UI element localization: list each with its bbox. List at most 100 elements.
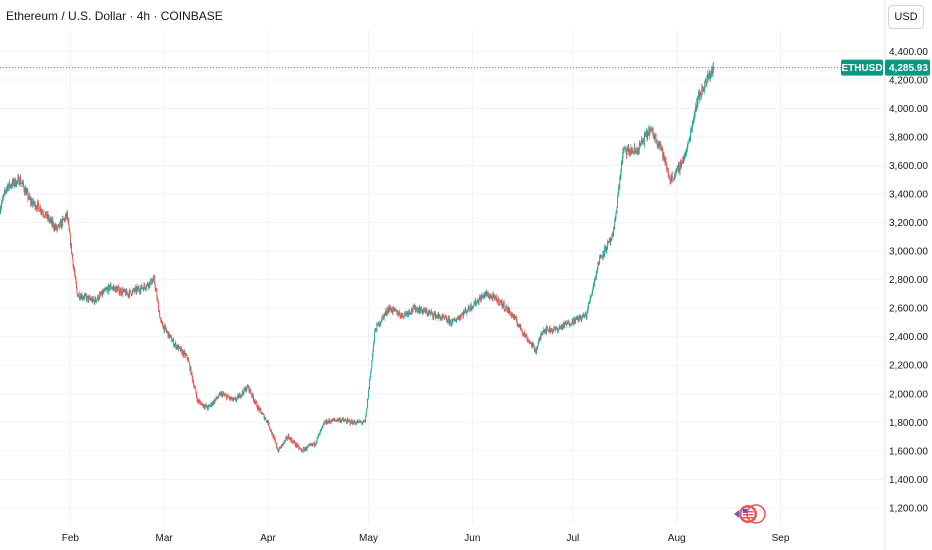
x-tick-label: Jul bbox=[566, 533, 579, 544]
candle-body bbox=[436, 315, 438, 317]
candle-body bbox=[573, 323, 575, 325]
currency-button[interactable]: USD bbox=[888, 5, 924, 29]
candle-body bbox=[556, 327, 558, 329]
candle-body bbox=[560, 326, 562, 328]
candle-body bbox=[38, 206, 40, 212]
candle-body bbox=[282, 444, 283, 446]
candle-body bbox=[518, 324, 520, 326]
candle-body bbox=[293, 441, 295, 443]
candle-body bbox=[236, 395, 238, 399]
candle-body bbox=[96, 299, 98, 302]
candle-body bbox=[653, 137, 655, 140]
candle-body bbox=[682, 157, 684, 164]
candle-body bbox=[598, 263, 600, 266]
candle-body bbox=[126, 293, 128, 295]
candle-body bbox=[88, 296, 90, 298]
candle-body bbox=[211, 404, 213, 406]
candle-body bbox=[620, 161, 622, 171]
candle-body bbox=[33, 203, 35, 205]
candle-body bbox=[77, 293, 79, 297]
y-tick-label: 4,200.00 bbox=[889, 75, 928, 86]
candle-body bbox=[416, 308, 417, 311]
time-axis[interactable]: Feb Mar Apr May Jun Jul Aug Sep bbox=[62, 533, 790, 544]
candle-body bbox=[268, 421, 270, 427]
candle-body bbox=[666, 169, 668, 171]
candle-body bbox=[227, 395, 229, 398]
candle-body bbox=[273, 436, 275, 439]
candle-body bbox=[372, 349, 374, 356]
candle-body bbox=[672, 176, 674, 180]
candle-body bbox=[197, 399, 199, 401]
candle-body bbox=[506, 306, 508, 312]
candle-body bbox=[28, 198, 29, 200]
candle-body bbox=[595, 277, 597, 280]
candle-body bbox=[657, 144, 659, 146]
candle-body bbox=[474, 303, 476, 305]
candle-body bbox=[256, 402, 258, 408]
candle-body bbox=[11, 186, 13, 187]
candle-body bbox=[601, 256, 603, 258]
candle-body bbox=[433, 313, 435, 318]
candle-body bbox=[161, 321, 163, 323]
candle-body bbox=[296, 446, 298, 448]
candle-body bbox=[653, 137, 655, 139]
candle-body bbox=[498, 297, 500, 304]
candle-body bbox=[71, 252, 73, 255]
candle-body bbox=[429, 311, 431, 314]
candle-body bbox=[117, 287, 119, 289]
candle-body bbox=[690, 130, 692, 138]
candle-body bbox=[594, 278, 596, 280]
candle-body bbox=[130, 290, 132, 293]
candle-body bbox=[561, 325, 563, 328]
candle-body bbox=[177, 345, 178, 349]
candle-body bbox=[31, 200, 33, 205]
candle-body bbox=[260, 408, 262, 412]
candle-body bbox=[584, 315, 586, 318]
candle-body bbox=[4, 190, 5, 194]
candle-body bbox=[23, 186, 25, 191]
candle-body bbox=[383, 314, 385, 319]
candle-body bbox=[516, 321, 518, 324]
candle-body bbox=[655, 134, 656, 136]
candle-body bbox=[519, 323, 521, 325]
candle-body bbox=[305, 447, 307, 450]
candle-body bbox=[147, 282, 149, 286]
candle-body bbox=[522, 331, 524, 334]
candle-body bbox=[16, 180, 18, 186]
event-flag-icon[interactable] bbox=[734, 504, 766, 524]
candle-body bbox=[6, 186, 8, 188]
candle-body bbox=[394, 308, 396, 310]
candle-body bbox=[566, 322, 568, 326]
candle-body bbox=[483, 295, 485, 298]
candle-body bbox=[699, 91, 701, 100]
candle-body bbox=[579, 315, 580, 320]
candle-body bbox=[272, 433, 273, 435]
candle-body bbox=[522, 333, 524, 335]
candle-body bbox=[407, 312, 409, 316]
price-axis[interactable]: 1,200.00 1,400.00 1,600.00 1,800.00 2,000.00… bbox=[889, 47, 928, 514]
candle-body bbox=[579, 315, 581, 318]
candle-body bbox=[512, 315, 514, 317]
candle-body bbox=[484, 291, 486, 293]
candle-body bbox=[533, 346, 535, 350]
candle-body bbox=[696, 98, 698, 109]
candle-body bbox=[155, 289, 157, 292]
candle-body bbox=[325, 419, 327, 423]
candle-body bbox=[417, 309, 419, 312]
candle-body bbox=[93, 300, 95, 301]
candle-body bbox=[534, 348, 536, 350]
candle-body bbox=[191, 372, 193, 377]
candle-body bbox=[148, 285, 149, 288]
candle-body bbox=[215, 397, 217, 400]
candle-body bbox=[631, 147, 632, 154]
candle-body bbox=[631, 150, 633, 154]
candle-body bbox=[323, 423, 325, 425]
candle-body bbox=[396, 310, 398, 315]
candle-body bbox=[99, 293, 101, 295]
candle-body bbox=[636, 150, 638, 152]
candle-body bbox=[519, 323, 521, 328]
candle-body bbox=[644, 133, 646, 135]
candle-body bbox=[34, 202, 36, 209]
candle-body bbox=[460, 315, 462, 318]
